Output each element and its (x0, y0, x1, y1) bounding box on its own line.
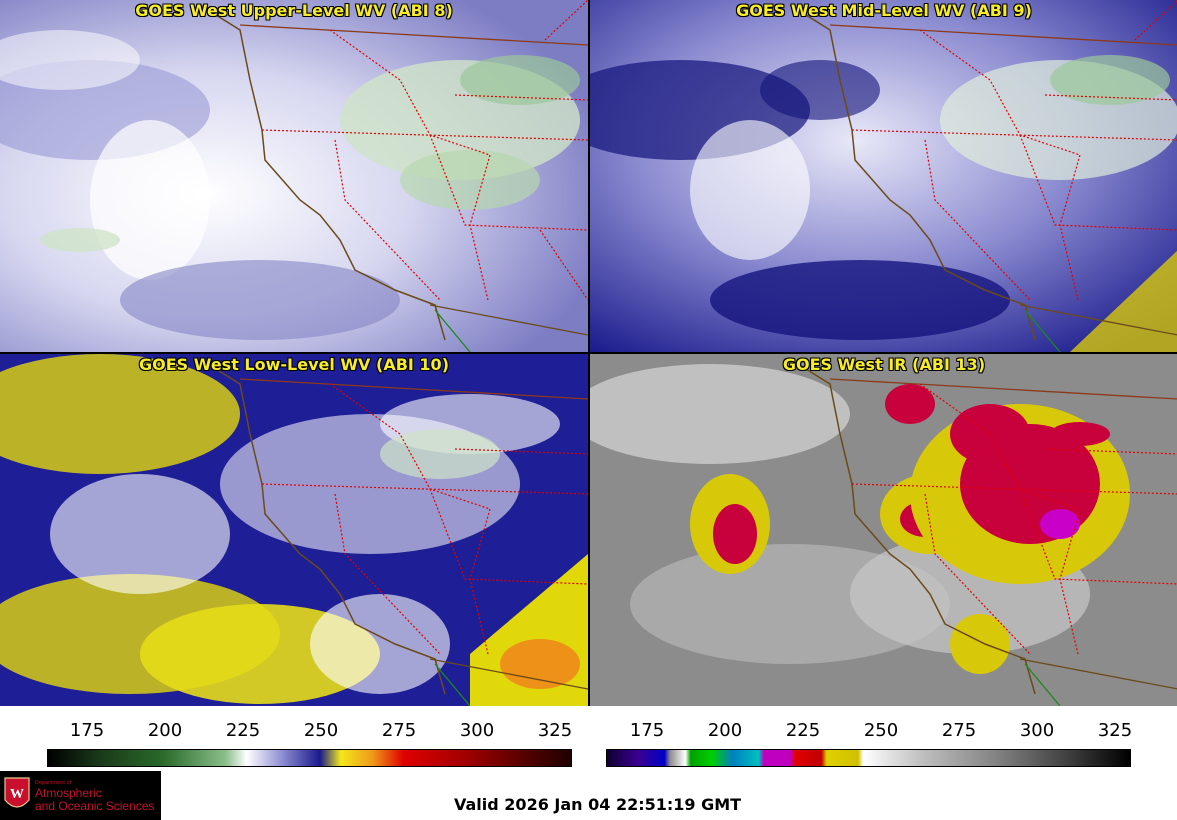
valid-time: Valid 2026 Jan 04 22:51:19 GMT (454, 795, 742, 814)
svg-text:W: W (10, 787, 24, 802)
panel-title: GOES West Mid-Level WV (ABI 9) (736, 1, 1032, 20)
logo-dept: Department of (35, 780, 72, 786)
colorbar-tick: 325 (537, 720, 573, 741)
upper-level-wv-image (0, 0, 588, 352)
colorbar-tick: 250 (303, 720, 339, 741)
panel-mid-level-wv: GOES West Mid-Level WV (ABI 9) (590, 0, 1177, 352)
colorbar-tick: 175 (629, 720, 665, 741)
logo-line2: and Oceanic Sciences (35, 799, 155, 813)
panel-ir: GOES West IR (ABI 13) (590, 354, 1177, 706)
colorbar-tick: 225 (225, 720, 261, 741)
colorbar-tick: 325 (1097, 720, 1133, 741)
colorbar-ir: 175 200 225 250 275 300 325 (590, 706, 1177, 770)
colorbar-tick: 200 (147, 720, 183, 741)
colorbar-tick: 300 (1019, 720, 1055, 741)
panel-low-level-wv: GOES West Low-Level WV (ABI 10) (0, 354, 588, 706)
colorbar-gradient (606, 749, 1131, 767)
aos-logo: W Department of Atmospheric and Oceanic … (0, 771, 161, 820)
low-level-wv-image (0, 354, 588, 706)
colorbar-tick: 300 (459, 720, 495, 741)
colorbar-tick: 200 (707, 720, 743, 741)
colorbar-tick: 275 (381, 720, 417, 741)
ir-image (590, 354, 1177, 706)
panel-title: GOES West Upper-Level WV (ABI 8) (135, 1, 453, 20)
colorbar-tick: 275 (941, 720, 977, 741)
colorbar-tick: 250 (863, 720, 899, 741)
panel-title: GOES West IR (ABI 13) (782, 355, 986, 374)
university-seal-icon: W (4, 777, 30, 808)
colorbar-tick: 225 (785, 720, 821, 741)
panel-upper-level-wv: GOES West Upper-Level WV (ABI 8) (0, 0, 588, 352)
mid-level-wv-image (590, 0, 1177, 352)
panel-divider-horizontal (0, 352, 1177, 354)
colorbar-wv: 175 200 225 250 275 300 325 (0, 706, 588, 770)
logo-line1: Atmospheric (35, 786, 102, 800)
colorbar-tick: 175 (69, 720, 105, 741)
colorbar-gradient (47, 749, 572, 767)
panel-title: GOES West Low-Level WV (ABI 10) (138, 355, 449, 374)
